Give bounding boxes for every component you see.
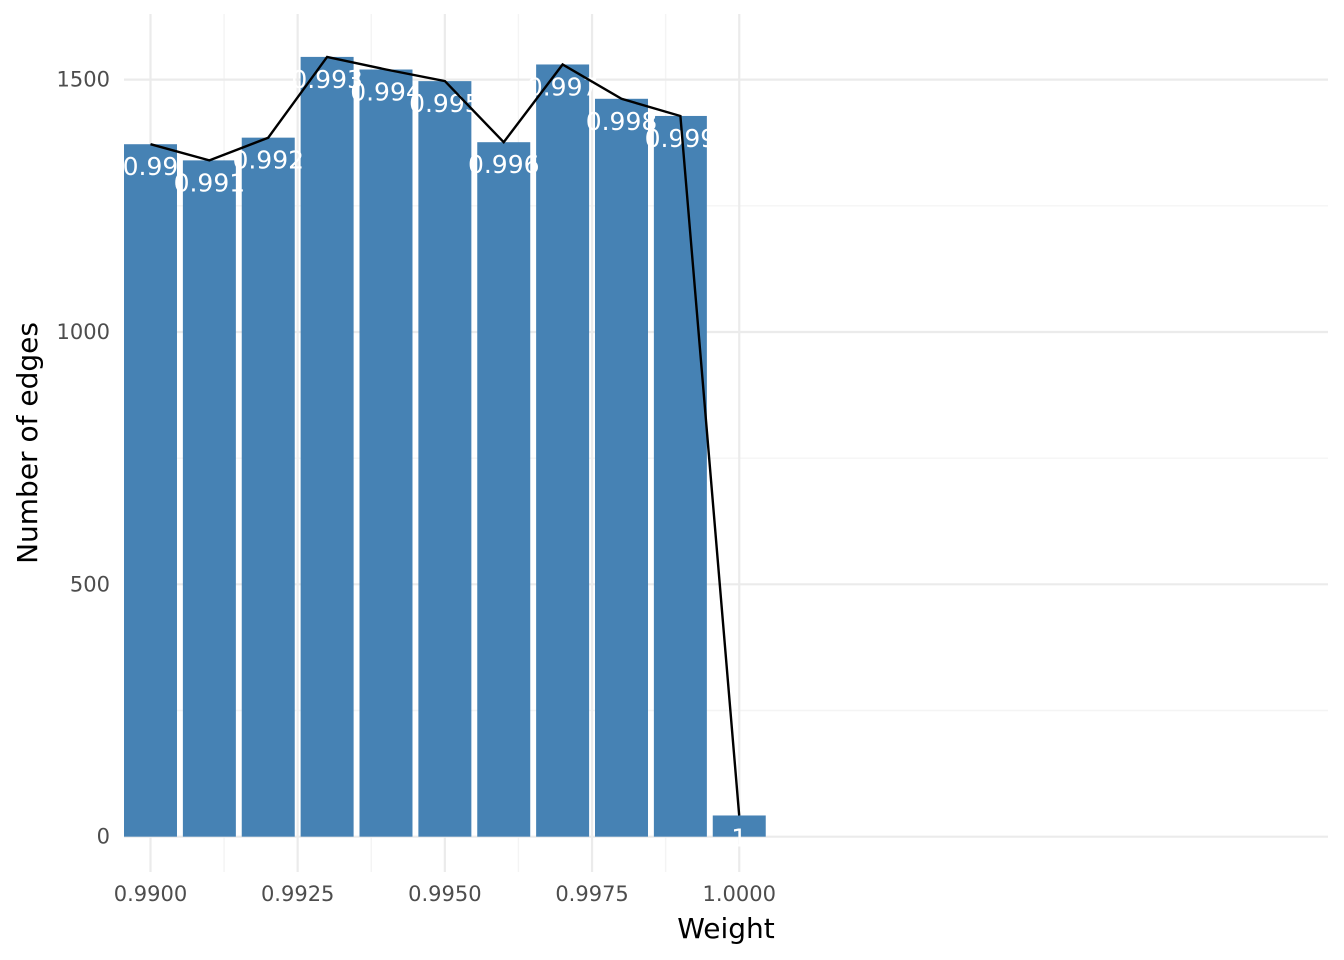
bar-label: 0.995: [409, 89, 481, 118]
y-tick-label: 0: [97, 825, 110, 849]
bar: [124, 144, 177, 837]
x-tick-labels: 0.9900 0.9925 0.9950 0.9975 1.0000: [114, 882, 776, 906]
bar: [653, 115, 707, 837]
bar-label: 0.998: [586, 107, 658, 136]
x-tick-label: 0.9925: [261, 882, 334, 906]
bar: [300, 56, 354, 837]
bar: [182, 160, 236, 837]
bar: [712, 815, 766, 837]
x-tick-label: 0.9900: [114, 882, 187, 906]
bar: [359, 69, 413, 837]
bar: [595, 98, 648, 837]
y-tick-label: 1000: [57, 320, 110, 344]
bar-label: 0.996: [468, 150, 540, 179]
bar-label: 0.99: [123, 152, 179, 181]
x-tick-label: 1.0000: [703, 882, 776, 906]
bar: [536, 64, 590, 837]
bar: [241, 137, 295, 837]
bar-label: 0.992: [232, 146, 304, 175]
y-tick-labels: 0 500 1000 1500: [57, 68, 110, 849]
x-tick-label: 0.9950: [408, 882, 481, 906]
x-axis-title: Weight: [677, 912, 775, 945]
y-tick-label: 500: [70, 572, 110, 596]
bar-labels: 0.990.9910.9920.9930.9940.9950.9960.9970…: [123, 65, 748, 853]
bar-label: 0.991: [174, 168, 246, 197]
bar: [418, 81, 472, 837]
bars: [124, 56, 766, 837]
y-axis-title: Number of edges: [11, 322, 44, 564]
bar-label: 1: [731, 823, 747, 852]
x-tick-label: 0.9975: [555, 882, 628, 906]
y-tick-label: 1500: [57, 68, 110, 92]
trend-line: [150, 55, 741, 816]
bar: [477, 142, 531, 837]
bar-label: 0.994: [350, 78, 422, 107]
